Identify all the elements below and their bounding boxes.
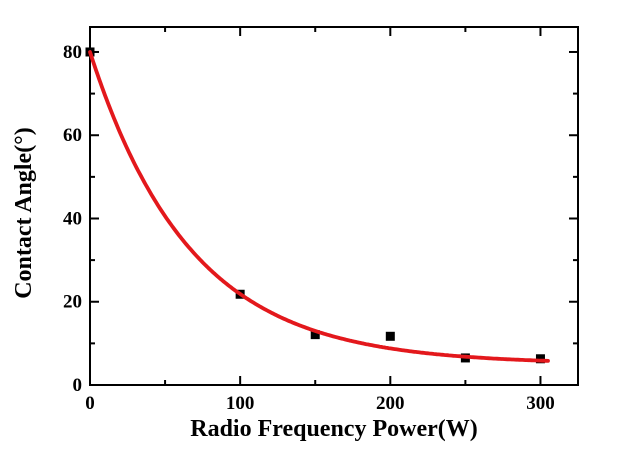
y-tick-label: 80 [63, 42, 82, 63]
fit-curve [88, 50, 550, 363]
x-tick-label: 200 [376, 393, 405, 414]
x-axis-title: Radio Frequency Power(W) [190, 416, 478, 442]
y-tick-label: 40 [63, 208, 82, 229]
x-tick-label: 300 [526, 393, 555, 414]
data-points [85, 47, 545, 364]
plot-border [89, 26, 579, 386]
x-tick-label: 0 [85, 393, 95, 414]
y-axis-title: Contact Angle(°) [11, 127, 37, 299]
y-tick-labels: 0 20 40 60 80 [63, 42, 82, 396]
x-axis-ticks [89, 27, 542, 385]
y-tick-label: 20 [63, 292, 82, 313]
y-axis-ticks [90, 50, 578, 386]
x-tick-labels: 0 100 200 300 [85, 393, 554, 414]
x-tick-label: 100 [226, 393, 255, 414]
y-tick-label: 60 [63, 125, 82, 146]
data-point-marker [385, 331, 395, 341]
y-tick-label: 0 [73, 375, 83, 396]
data-point-marker [310, 330, 320, 340]
